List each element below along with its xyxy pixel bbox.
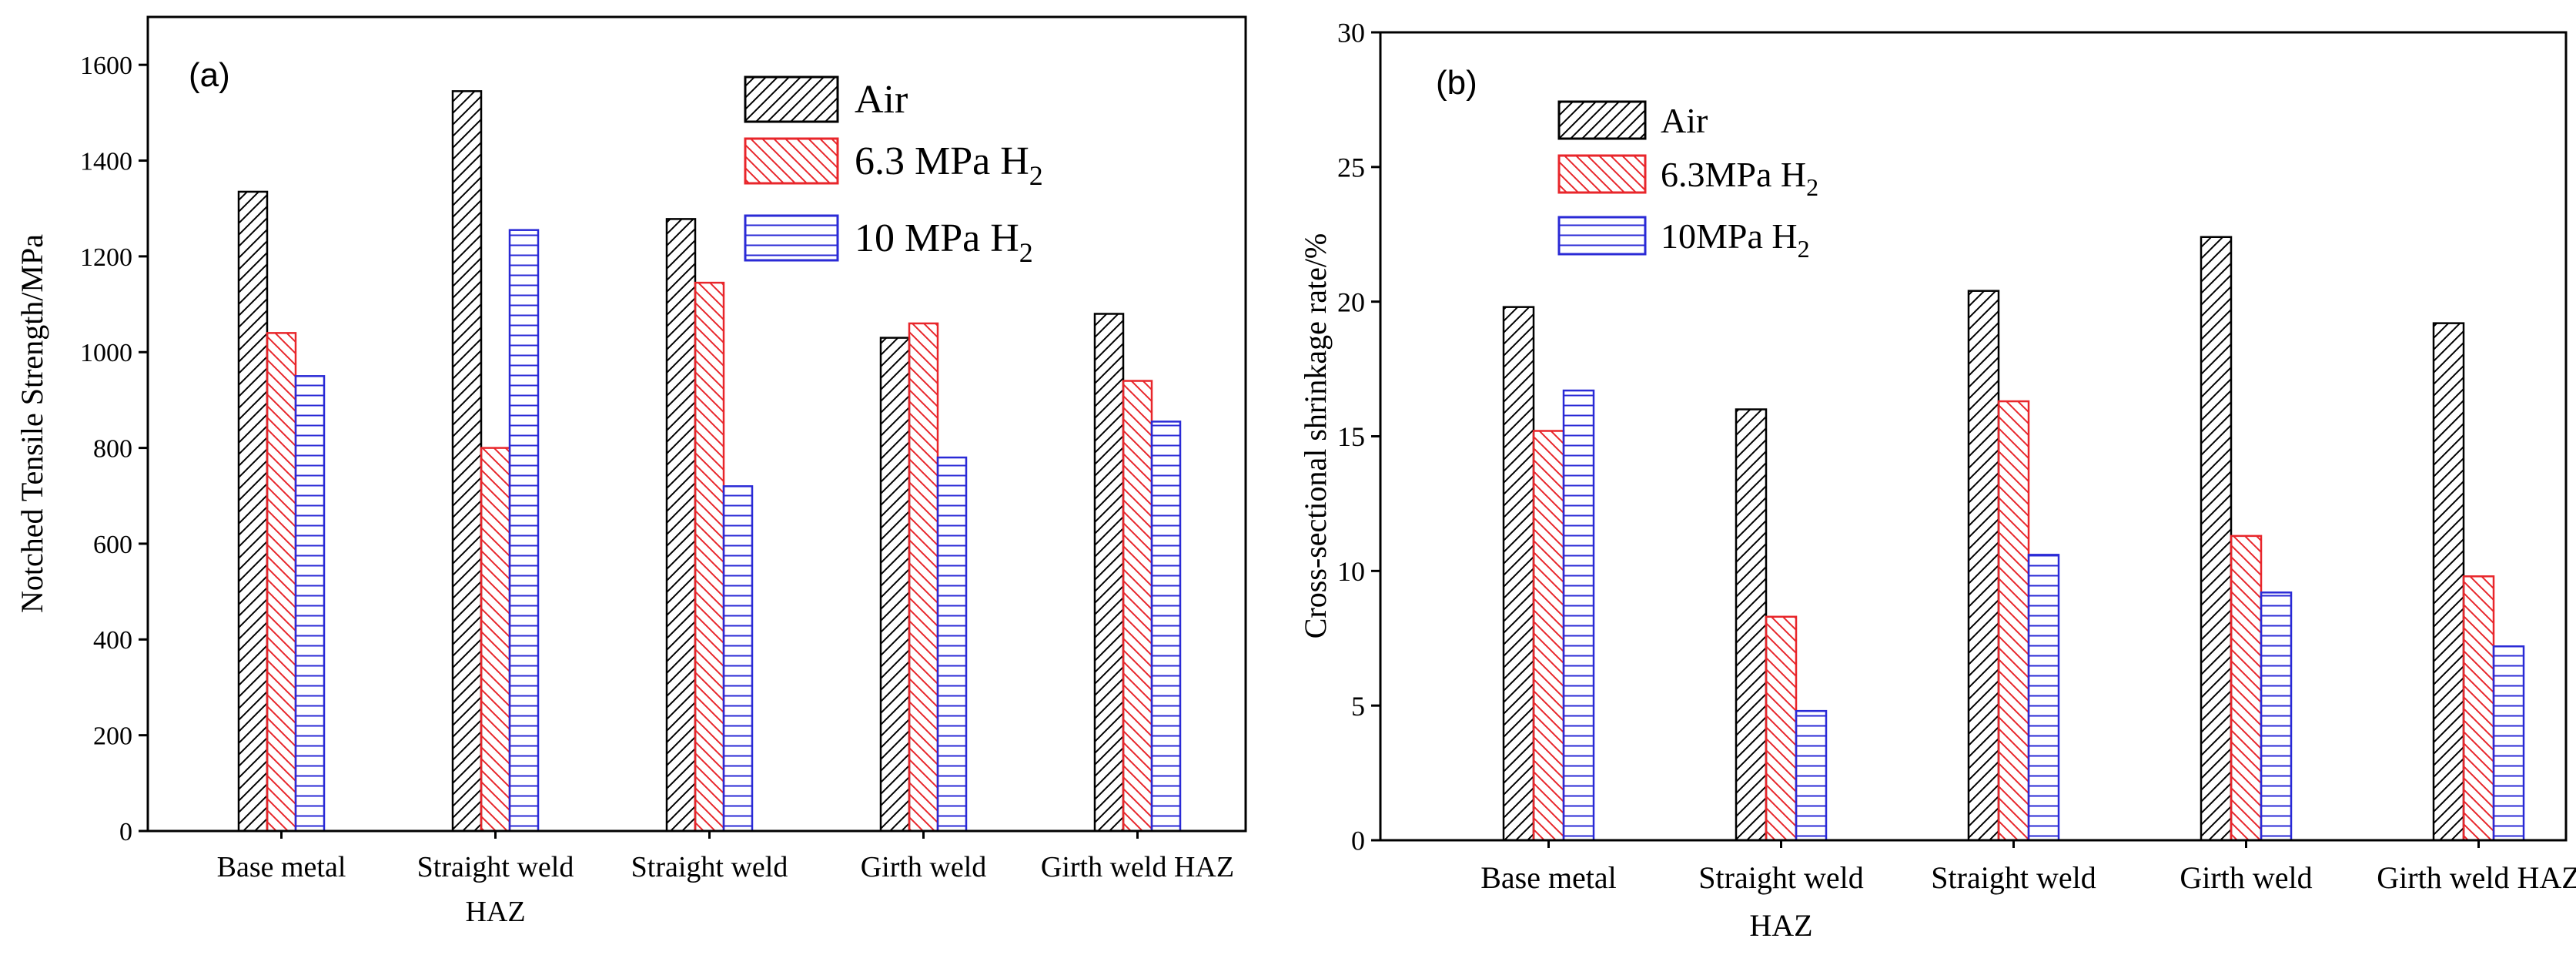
chart-a-bar-0-1 — [266, 332, 297, 833]
chart-b-bar-1-0 — [1735, 408, 1768, 842]
chart-a-legend-item-2: 10 MPa H2 — [744, 214, 1033, 268]
chart-a-legend-swatch-1 — [744, 137, 839, 185]
chart-b-bar-2-1 — [1997, 400, 2030, 842]
chart-b-legend-item-1: 6.3MPa H2 — [1557, 154, 1818, 201]
chart-b-bar-4-0 — [2432, 322, 2465, 842]
chart-a-bar-0-2 — [294, 375, 326, 833]
chart-a-legend-swatch-2 — [744, 214, 839, 262]
chart-a-ytick-label-7: 1400 — [80, 147, 132, 176]
chart-b-legend-label-2: 10MPa H2 — [1661, 216, 1810, 263]
chart-b-bar-0-1 — [1532, 430, 1565, 842]
chart-a-bar-4-2 — [1150, 421, 1182, 833]
chart-b-bar-4-2 — [2492, 645, 2525, 842]
chart-a: 0 200 400 600 800 1000 1200 1400 1600 Base metal… — [15, 15, 1247, 928]
chart-a-axes — [146, 15, 1247, 833]
chart-a-category-label-0: Base metal — [217, 851, 346, 883]
chart-b-bars — [1502, 236, 2525, 842]
chart-a-bar-2-2 — [722, 485, 754, 833]
chart-a-legend-item-0: Air — [744, 75, 908, 123]
chart-a-panel-label: (a) — [189, 56, 230, 94]
chart-a-legend-label-0: Air — [855, 78, 908, 122]
chart-a-bar-3-0 — [879, 337, 911, 833]
chart-a-bar-4-1 — [1122, 380, 1153, 833]
chart-b-bar-3-0 — [2200, 236, 2233, 842]
chart-a-legend-label-1: 6.3 MPa H2 — [855, 139, 1043, 191]
chart-a-legend-swatch-0 — [744, 75, 839, 123]
chart-b-bar-3-1 — [2230, 534, 2263, 842]
chart-b-bar-0-2 — [1562, 389, 1595, 842]
chart-a-bar-1-1 — [480, 447, 511, 833]
chart-b-legend-label-1: 6.3MPa H2 — [1661, 155, 1818, 201]
chart-a-ytick-label-3: 600 — [93, 531, 132, 559]
chart-b-legend: Air 6.3MPa H2 10MPa H2 — [1557, 100, 1818, 263]
chart-b-bar-1-1 — [1765, 615, 1798, 842]
chart-b-legend-label-0: Air — [1661, 101, 1708, 140]
chart-b-category-sublabel-1: HAZ — [1749, 908, 1812, 943]
chart-a-ytick-label-2: 400 — [93, 626, 132, 655]
chart-a-ytick-label-5: 1000 — [80, 339, 132, 367]
chart-a-bar-3-2 — [936, 456, 968, 833]
chart-b-bar-1-2 — [1795, 709, 1828, 842]
chart-b-ytick-label-4: 20 — [1337, 286, 1365, 317]
chart-a-ytick-label-1: 200 — [93, 722, 132, 751]
chart-b-bar-3-2 — [2260, 591, 2293, 842]
chart-a-plot-frame — [146, 15, 1247, 833]
chart-b-category-label-1: Straight weld — [1698, 860, 1863, 895]
chart-a-bar-1-0 — [451, 90, 483, 833]
chart-a-legend: Air 6.3 MPa H2 10 MPa H2 — [744, 75, 1043, 268]
chart-a-bar-2-0 — [665, 218, 697, 833]
chart-a-bars — [237, 90, 1182, 833]
chart-a-bar-3-1 — [908, 322, 939, 833]
chart-b-bar-0-0 — [1502, 306, 1535, 842]
chart-b-bar-4-1 — [2462, 575, 2495, 842]
chart-a-category-label-2: Straight weld — [631, 851, 788, 883]
chart-b-yticks: 0 5 10 15 20 25 30 — [1337, 18, 1380, 856]
chart-a-legend-item-1: 6.3 MPa H2 — [744, 137, 1043, 191]
chart-b-category-label-2: Straight weld — [1931, 860, 2096, 895]
chart-b-category-label-3: Girth weld — [2180, 860, 2312, 895]
chart-b-ytick-label-1: 5 — [1351, 691, 1365, 722]
chart-a-bar-2-1 — [694, 281, 725, 833]
chart-b-y-axis-label: Cross-sectional shrinkage rate/% — [1298, 233, 1333, 639]
chart-a-y-axis-label: Notched Tensile Strength/MPa — [15, 234, 49, 613]
chart-a-category-sublabel-1: HAZ — [465, 896, 525, 928]
chart-b-category-label-0: Base metal — [1480, 860, 1617, 895]
chart-b-legend-swatch-1 — [1557, 154, 1647, 194]
chart-b-xticks: Base metal Straight weld HAZ Straight weld G… — [1480, 840, 2576, 943]
chart-a-xticks: Base metal Straight weld HAZ Straight weld G… — [217, 831, 1234, 928]
chart-b-bar-2-2 — [2027, 554, 2060, 842]
chart-a-yticks: 0 200 400 600 800 1000 1200 1400 1600 — [80, 52, 148, 846]
chart-b-bar-2-0 — [1967, 290, 2000, 842]
chart-b-ytick-label-6: 30 — [1337, 18, 1365, 49]
chart-b-ytick-label-3: 15 — [1337, 421, 1365, 452]
chart-a-bar-0-0 — [237, 190, 269, 833]
chart-b-ytick-label-2: 10 — [1337, 556, 1365, 587]
chart-b-legend-swatch-2 — [1557, 216, 1647, 256]
chart-a-ytick-label-8: 1600 — [80, 52, 132, 80]
chart-a-ytick-label-4: 800 — [93, 434, 132, 463]
chart-b: 0 5 10 15 20 25 30 Base metal Straight weld HAZ S… — [1298, 18, 2576, 943]
chart-a-category-label-3: Girth weld — [861, 851, 987, 883]
chart-b-legend-item-0: Air — [1557, 100, 1708, 140]
chart-a-bar-1-2 — [508, 229, 540, 833]
chart-b-category-label-4: Girth weld HAZ — [2377, 860, 2576, 895]
chart-b-panel-label: (b) — [1436, 64, 1477, 102]
chart-a-legend-label-2: 10 MPa H2 — [855, 216, 1033, 268]
chart-b-legend-swatch-0 — [1557, 100, 1647, 140]
chart-a-ytick-label-0: 0 — [119, 818, 132, 846]
chart-a-category-label-4: Girth weld HAZ — [1041, 851, 1234, 883]
chart-a-bar-4-0 — [1093, 313, 1125, 833]
chart-b-ytick-label-5: 25 — [1337, 152, 1365, 183]
chart-b-legend-item-2: 10MPa H2 — [1557, 216, 1810, 263]
chart-a-ytick-label-6: 1200 — [80, 243, 132, 272]
chart-b-ytick-label-0: 0 — [1351, 826, 1365, 856]
chart-a-category-label-1: Straight weld — [417, 851, 574, 883]
